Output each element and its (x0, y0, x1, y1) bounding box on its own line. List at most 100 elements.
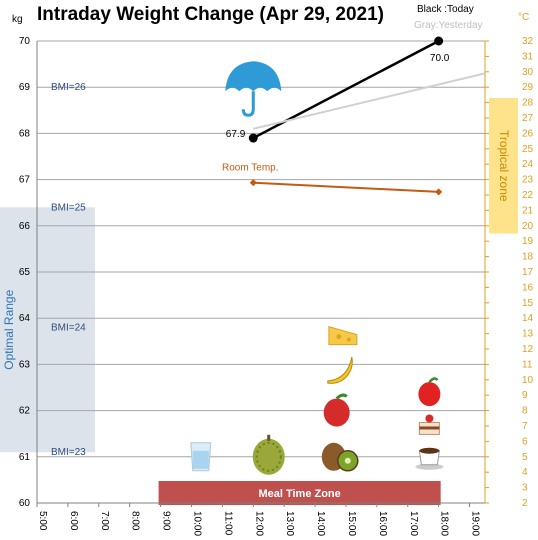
y-right-tick-label: 11 (522, 359, 533, 370)
y-left-tick-label: 61 (19, 452, 31, 463)
umbrella-icon (225, 61, 282, 117)
data-point-room-temp (249, 179, 257, 187)
durian-icon (252, 434, 285, 475)
y-left-tick-label: 62 (19, 406, 31, 417)
y-right-tick-label: 16 (522, 282, 534, 293)
y-right-tick-label: 8 (522, 406, 528, 417)
y-right-tick-label: 22 (522, 190, 534, 201)
y-left-tick-label: 60 (19, 498, 31, 509)
x-tick-label: 10:00 (191, 511, 202, 536)
y-left-tick-label: 70 (19, 36, 31, 47)
apple-icon (418, 377, 441, 407)
bmi-label: BMI=23 (51, 447, 86, 458)
x-tick-label: 19:00 (470, 511, 481, 536)
y-right-tick-label: 4 (522, 467, 528, 478)
x-tick-label: 15:00 (346, 511, 357, 536)
tropical-zone-band (489, 98, 518, 234)
y-right-tick-label: 20 (522, 221, 534, 232)
legend-today: Black :Today (417, 4, 474, 15)
series (248, 36, 486, 196)
optimal-range-band (0, 207, 95, 453)
coffee (419, 447, 440, 454)
cheese-body (328, 326, 358, 346)
chart-title: Intraday Weight Change (Apr 29, 2021) (37, 4, 384, 25)
data-label-today: 67.9 (226, 129, 246, 140)
x-tick-label: 11:00 (222, 511, 233, 536)
banana-icon (327, 356, 353, 384)
y-right-unit: °C (518, 12, 529, 23)
tick-labels: 6061626364656667686970234567891011121314… (19, 36, 534, 536)
x-tick-label: 13:00 (284, 511, 295, 536)
y-right-tick-label: 17 (522, 267, 534, 278)
x-tick-label: 7:00 (99, 511, 110, 531)
x-tick-label: 8:00 (130, 511, 141, 531)
series-line-yesterday (253, 72, 486, 130)
y-right-tick-label: 23 (522, 175, 534, 186)
y-right-tick-label: 32 (522, 36, 534, 47)
y-left-tick-label: 64 (19, 313, 31, 324)
y-right-tick-label: 29 (522, 82, 534, 93)
y-right-tick-label: 9 (522, 390, 528, 401)
umbrella-canopy (225, 61, 282, 92)
y-right-tick-label: 31 (522, 51, 534, 62)
x-tick-label: 9:00 (161, 511, 172, 531)
kiwi-core (344, 457, 351, 464)
y-left-unit: kg (12, 14, 23, 25)
x-tick-label: 12:00 (253, 511, 264, 536)
apple-body (323, 398, 350, 427)
x-tick-label: 6:00 (68, 511, 79, 531)
cheese-hole (346, 337, 351, 342)
y-right-tick-label: 26 (522, 128, 534, 139)
banana-body (327, 356, 353, 384)
y-left-tick-label: 65 (19, 267, 31, 278)
y-right-tick-label: 13 (522, 329, 534, 340)
y-right-tick-label: 6 (522, 436, 528, 447)
kiwi-icon (321, 442, 359, 472)
y-right-tick-label: 2 (522, 498, 528, 509)
y-right-tick-label: 3 (522, 483, 528, 494)
meal-time-zone-bar (158, 481, 441, 505)
y-right-tick-label: 7 (522, 421, 528, 432)
data-point-room-temp (435, 188, 443, 196)
x-tick-label: 18:00 (439, 511, 450, 536)
data-point-today (248, 133, 258, 143)
data-label-today: 70.0 (430, 53, 450, 64)
grid-lines (37, 40, 485, 504)
durian-spikes (255, 441, 282, 472)
apple-body (418, 382, 441, 407)
y-left-tick-label: 69 (19, 82, 31, 93)
cake-cherry (425, 414, 434, 423)
y-right-tick-label: 19 (522, 236, 534, 247)
y-left-tick-label: 66 (19, 221, 31, 232)
y-right-tick-label: 15 (522, 298, 534, 309)
y-right-tick-label: 21 (522, 205, 534, 216)
cake-icon (418, 414, 440, 435)
x-tick-label: 14:00 (315, 511, 326, 536)
y-left-tick-label: 67 (19, 175, 31, 186)
y-right-tick-label: 10 (522, 375, 534, 386)
y-right-tick-label: 12 (522, 344, 534, 355)
bmi-label: BMI=24 (51, 322, 86, 333)
meal-time-zone-label: Meal Time Zone (258, 488, 340, 500)
bmi-label: BMI=25 (51, 202, 86, 213)
y-left-tick-label: 63 (19, 359, 31, 370)
glass-water (192, 450, 209, 469)
x-tick-label: 16:00 (377, 511, 388, 536)
background-bands (0, 98, 518, 505)
y-right-tick-label: 25 (522, 144, 534, 155)
y-right-tick-label: 24 (522, 159, 534, 170)
legend-yesterday: Gray:Yesterday (414, 20, 483, 31)
umbrella-handle (241, 91, 255, 117)
bmi-label: BMI=26 (51, 82, 86, 93)
apple-red-icon (323, 393, 350, 427)
x-tick-label: 17:00 (408, 511, 419, 536)
labels: Optimal Range Tropical zone BMI=26 BMI=25 BM… (2, 53, 511, 500)
durian-stem (267, 434, 271, 441)
apple-leaf (428, 377, 439, 383)
series-line-room-temp (253, 181, 439, 193)
tropical-zone-label: Tropical zone (497, 130, 511, 202)
y-left-tick-label: 68 (19, 128, 31, 139)
cheese-hole (336, 334, 342, 340)
y-right-tick-label: 27 (522, 113, 534, 124)
cake-layer (419, 426, 440, 430)
